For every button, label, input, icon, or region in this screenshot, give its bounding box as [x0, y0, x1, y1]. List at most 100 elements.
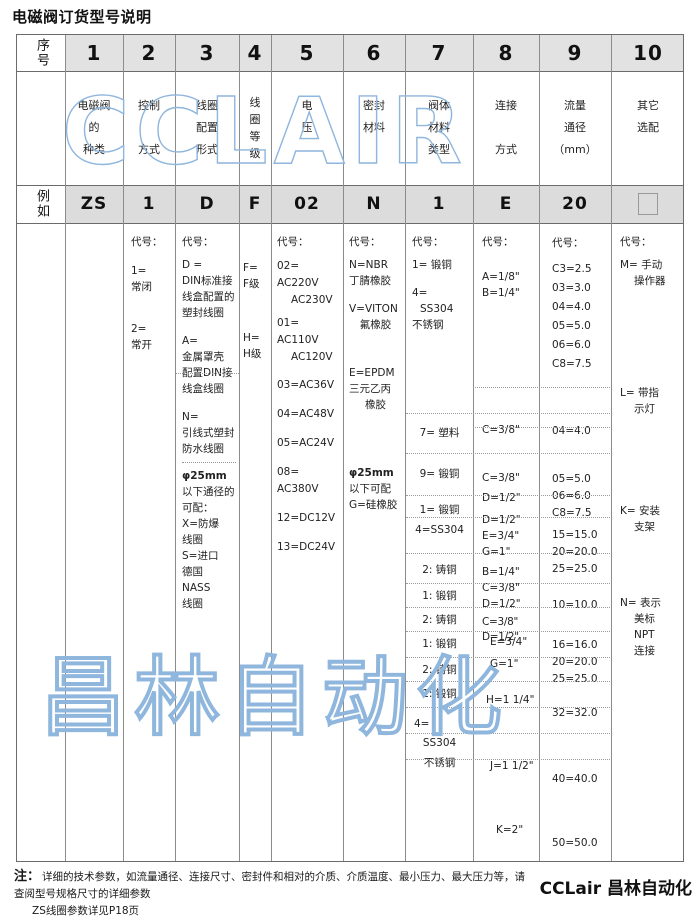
order-code-table: 序号 例如 1 2 3 4 5 6 7 8 9 10 电磁阀 的 种类 控制 方…: [16, 34, 684, 862]
sub-divider-2: [406, 453, 610, 454]
col-desc-4-line2: 圈: [249, 113, 261, 126]
col-desc-3-line3: 形式: [196, 143, 218, 156]
sub-divider-3: [406, 495, 610, 496]
col3-extra-0: φ25mm: [182, 470, 227, 482]
col7-group-3: 4=SS304: [415, 524, 464, 536]
col-desc-3-line2: 配置: [196, 121, 218, 134]
rule-col-3: [239, 35, 240, 861]
col2-item-4: 常开: [131, 339, 152, 351]
col-desc-8-line1: 连接: [495, 99, 517, 112]
col9-group-13: 50=50.0: [552, 837, 598, 849]
col8-group-5: G=1": [482, 546, 511, 558]
col10-code-label: 代号：: [620, 236, 652, 248]
col7-group-4: 2: 铸铜: [422, 564, 457, 576]
col10-item-8: NPT: [634, 629, 655, 641]
col-desc-4-line4: 级: [249, 147, 261, 160]
col6-extra-2: G=硅橡胶: [349, 499, 398, 511]
body-col-2: 代号： 1= 常闭 2= 常开: [124, 224, 175, 861]
col7-group-12: 不锈钢: [423, 757, 456, 769]
body-col-5: 代号： 02= AC220V AC230V 01= AC110V AC120V …: [272, 224, 343, 861]
col-desc-9-line2: 通径: [564, 121, 586, 134]
col7-group-6: 2: 铸铜: [422, 614, 457, 626]
col4-item-3: H=: [243, 332, 260, 344]
col7-group-9: 1: 锻铜: [422, 688, 457, 700]
col9-group-6: 25=25.0: [552, 563, 598, 575]
col-header-6: 6: [366, 41, 382, 65]
col5-item-4: 03=AC36V: [277, 379, 335, 391]
col-desc-6: 密封 材料: [343, 71, 405, 185]
col9-item-4: 06=6.0: [552, 339, 591, 351]
col9-group-1: 05=5.0: [552, 473, 591, 485]
rule-col-0: [65, 35, 66, 861]
col2-item-3: 2=: [131, 323, 147, 335]
col2-item-1: 常闭: [131, 281, 152, 293]
col10-item-7: 美标: [634, 613, 655, 625]
rule-col-6: [405, 35, 406, 861]
sub-divider-5: [406, 553, 610, 554]
col3-extra-1: 以下通径的: [182, 486, 235, 498]
col-header-7: 7: [431, 41, 447, 65]
footer-note-line1: 详细的技术参数，如流量通径、连接尺寸、密封件和相对的介质、介质温度、最小压力、最…: [14, 871, 526, 900]
rule-col-1: [123, 35, 124, 861]
col7-code-label: 代号：: [412, 236, 444, 248]
sub-divider-10: [406, 681, 610, 682]
col-desc-2-line1: 控制: [138, 99, 160, 112]
col3-item-2: 线盒配置的: [182, 291, 235, 303]
col6-item-0: N=NBR: [349, 259, 389, 271]
body-col-4: F= F级 H= H级: [240, 224, 271, 861]
col8-group-7: C=3/8": [482, 582, 520, 594]
col6-code-label: 代号：: [349, 236, 381, 248]
col8-group-11: G=1": [490, 658, 519, 670]
col3-item-3: 塑封线圈: [182, 307, 224, 319]
col6-item-6: E=EPDM: [349, 367, 395, 379]
col-desc-1-line1: 电磁阀: [77, 99, 111, 112]
col5-item-3: AC120V: [291, 351, 333, 363]
col3-item-1: DIN标准接: [182, 275, 233, 287]
col3-item-6: 金属罩壳: [182, 351, 224, 363]
col-desc-9: 流量 通径 （mm）: [539, 71, 611, 185]
col8-group-1: C=3/8": [482, 472, 520, 484]
example-value-10: [611, 185, 685, 223]
body-col-7: 代号： 1= 锻铜 4= SS304 不锈钢: [406, 224, 473, 861]
rule-header-bottom: [17, 71, 683, 72]
col10-item-2: L= 带指: [620, 387, 659, 399]
rule-col-8: [539, 35, 540, 861]
col8-group-13: J=1 1/2": [490, 760, 534, 772]
col-desc-6-line2: 材料: [363, 121, 385, 134]
col-header-9: 9: [567, 41, 583, 65]
col3-item-10: N=: [182, 411, 199, 423]
col9-group-12: 40=40.0: [552, 773, 598, 785]
col5-item-1: AC230V: [291, 294, 333, 306]
row-label-example: 例如: [17, 185, 65, 223]
body-col-3: 代号： D = DIN标准接 线盒配置的 塑封线圈 A= 金属罩壳 配置DIN接…: [176, 224, 239, 861]
example-value-9: 20: [562, 194, 588, 214]
col4-item-0: F=: [243, 262, 258, 274]
col5-item-7: 08= AC380V: [277, 466, 319, 495]
col3-extra-4: 线圈: [182, 534, 203, 546]
col8-group-14: K=2": [496, 824, 524, 836]
col-desc-1-line2: 的: [88, 121, 100, 134]
example-value-7: 1: [432, 194, 446, 214]
col3-extra-8: 线圈: [182, 598, 203, 610]
col7-group-10: 4=: [414, 718, 430, 730]
col10-item-9: 连接: [634, 645, 655, 657]
col5-item-6: 05=AC24V: [277, 437, 335, 449]
col8-group-6: B=1/4": [482, 566, 520, 578]
footer-note: 注： 详细的技术参数，如流量通径、连接尺寸、密封件和相对的介质、介质温度、最小压力…: [14, 868, 534, 920]
col-desc-8-line3: 方式: [495, 143, 517, 156]
col9-group-10: 25=25.0: [552, 673, 598, 685]
col7-group-11: SS304: [422, 737, 457, 749]
col4-item-1: F级: [243, 278, 260, 290]
col7-group-1: 9= 锻铜: [419, 468, 460, 480]
col9-code-label: 代号：: [552, 237, 584, 249]
col-desc-4: 线 圈 等 级: [239, 71, 271, 185]
col9-group-2: 06=6.0: [552, 490, 591, 502]
col-desc-2: 控制 方式: [123, 71, 175, 185]
sub-divider-1: [406, 413, 610, 414]
col-desc-10-line2: 选配: [637, 121, 659, 134]
sub-divider-9: [406, 657, 610, 658]
body-col-8: 代号： A=1/8" B=1/4": [474, 224, 539, 861]
sub-divider-11: [406, 707, 610, 708]
col-desc-7-line1: 阀体: [428, 99, 450, 112]
col9-group-3: C8=7.5: [552, 507, 592, 519]
